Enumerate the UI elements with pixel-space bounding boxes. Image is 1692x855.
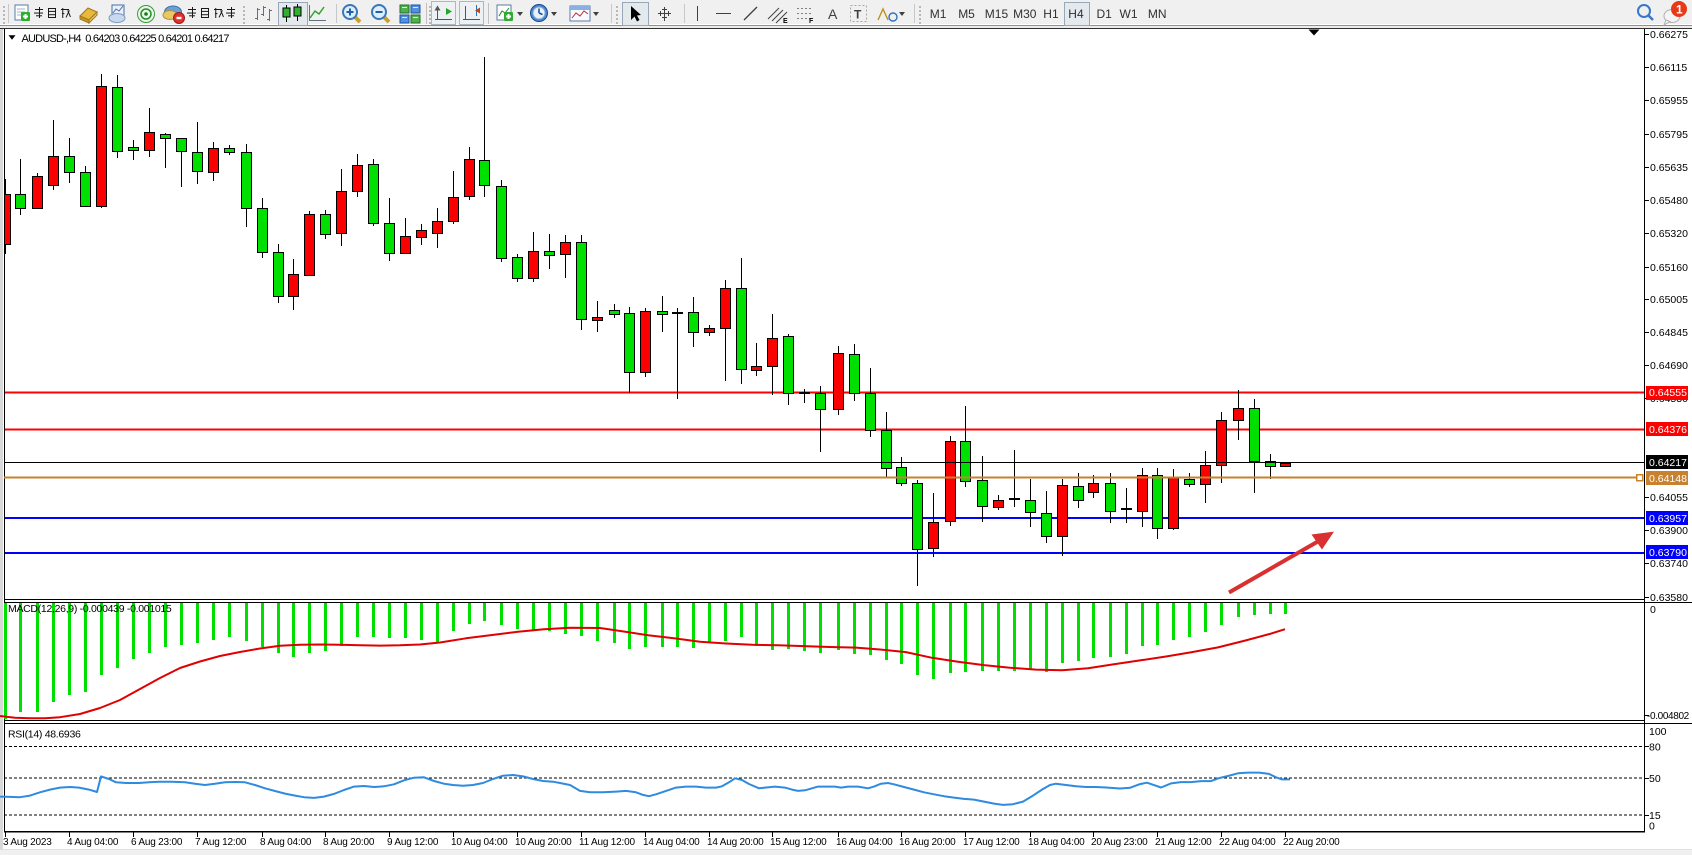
svg-text:22 Aug 04:00: 22 Aug 04:00 xyxy=(1219,837,1276,848)
svg-text:8 Aug 04:00: 8 Aug 04:00 xyxy=(260,837,312,848)
svg-text:-0.004802: -0.004802 xyxy=(1647,711,1690,722)
svg-text:11 Aug 12:00: 11 Aug 12:00 xyxy=(579,837,635,848)
svg-text:0.63740: 0.63740 xyxy=(1650,558,1688,570)
svg-text:M30: M30 xyxy=(1013,7,1037,21)
svg-text:0.64845: 0.64845 xyxy=(1650,327,1688,339)
svg-text:0: 0 xyxy=(1650,604,1656,616)
svg-text:4 Aug 04:00: 4 Aug 04:00 xyxy=(67,837,119,848)
svg-text:0.65160: 0.65160 xyxy=(1650,262,1688,274)
svg-text:14 Aug 20:00: 14 Aug 20:00 xyxy=(707,837,764,848)
svg-text:M15: M15 xyxy=(985,7,1009,21)
svg-text:0.65005: 0.65005 xyxy=(1650,294,1688,306)
svg-text:18 Aug 04:00: 18 Aug 04:00 xyxy=(1028,837,1085,848)
svg-text:100: 100 xyxy=(1649,726,1667,738)
svg-text:22 Aug 20:00: 22 Aug 20:00 xyxy=(1283,837,1340,848)
svg-text:0.63580: 0.63580 xyxy=(1650,592,1688,604)
svg-text:H4: H4 xyxy=(1068,7,1084,21)
svg-text:10 Aug 20:00: 10 Aug 20:00 xyxy=(515,837,572,848)
svg-text:0.65480: 0.65480 xyxy=(1650,195,1688,207)
svg-text:T: T xyxy=(854,8,862,22)
svg-text:0.66275: 0.66275 xyxy=(1650,29,1688,41)
svg-text:10 Aug 04:00: 10 Aug 04:00 xyxy=(451,837,508,848)
svg-text:MN: MN xyxy=(1148,7,1167,21)
svg-text:9 Aug 12:00: 9 Aug 12:00 xyxy=(387,837,439,848)
svg-text:0.63957: 0.63957 xyxy=(1649,513,1687,525)
svg-text:8 Aug 20:00: 8 Aug 20:00 xyxy=(323,837,375,848)
svg-text:6 Aug 23:00: 6 Aug 23:00 xyxy=(131,837,183,848)
svg-text:RSI(14) 48.6936: RSI(14) 48.6936 xyxy=(8,729,81,741)
svg-text:AUDUSD-,H4 0.64203 0.64225 0.: AUDUSD-,H4 0.64203 0.64225 0.64201 0.642… xyxy=(22,33,230,45)
svg-text:0.64690: 0.64690 xyxy=(1650,360,1688,372)
svg-text:14 Aug 04:00: 14 Aug 04:00 xyxy=(643,837,700,848)
svg-text:0.64376: 0.64376 xyxy=(1649,424,1687,436)
svg-text:3 Aug 2023: 3 Aug 2023 xyxy=(3,837,52,848)
svg-text:17 Aug 12:00: 17 Aug 12:00 xyxy=(963,837,1020,848)
svg-text:0.65635: 0.65635 xyxy=(1650,162,1688,174)
svg-text:0.64055: 0.64055 xyxy=(1650,492,1688,504)
svg-text:16 Aug 20:00: 16 Aug 20:00 xyxy=(899,837,956,848)
svg-text:16 Aug 04:00: 16 Aug 04:00 xyxy=(836,837,893,848)
svg-text:0: 0 xyxy=(1649,821,1655,833)
svg-text:7 Aug 12:00: 7 Aug 12:00 xyxy=(195,837,247,848)
svg-text:0.65795: 0.65795 xyxy=(1650,129,1688,141)
svg-text:0.66115: 0.66115 xyxy=(1650,62,1687,74)
svg-text:0.65320: 0.65320 xyxy=(1650,228,1688,240)
svg-text:D1: D1 xyxy=(1097,7,1113,21)
svg-text:M1: M1 xyxy=(930,7,947,21)
svg-text:M5: M5 xyxy=(958,7,975,21)
svg-text:20 Aug 23:00: 20 Aug 23:00 xyxy=(1091,837,1148,848)
svg-text:1: 1 xyxy=(1676,3,1683,17)
svg-text:0.63900: 0.63900 xyxy=(1650,525,1688,537)
svg-text:F: F xyxy=(809,18,814,25)
svg-text:0.64148: 0.64148 xyxy=(1649,473,1687,485)
svg-text:0.64555: 0.64555 xyxy=(1649,387,1687,399)
svg-text:H1: H1 xyxy=(1043,7,1059,21)
svg-text:21 Aug 12:00: 21 Aug 12:00 xyxy=(1155,837,1212,848)
svg-text:0.65955: 0.65955 xyxy=(1650,95,1688,107)
svg-text:0.64217: 0.64217 xyxy=(1649,457,1687,469)
svg-text:W1: W1 xyxy=(1120,7,1138,21)
svg-text:0.63790: 0.63790 xyxy=(1649,547,1687,559)
svg-text:15 Aug 12:00: 15 Aug 12:00 xyxy=(770,837,827,848)
svg-text:MACD(12,26,9) -0.000439 -0.001: MACD(12,26,9) -0.000439 -0.001015 xyxy=(8,603,172,615)
svg-text:50: 50 xyxy=(1649,773,1661,785)
svg-text:80: 80 xyxy=(1649,742,1661,754)
svg-text:15: 15 xyxy=(1649,810,1661,822)
svg-text:E: E xyxy=(783,18,788,25)
svg-text:A: A xyxy=(828,6,838,22)
